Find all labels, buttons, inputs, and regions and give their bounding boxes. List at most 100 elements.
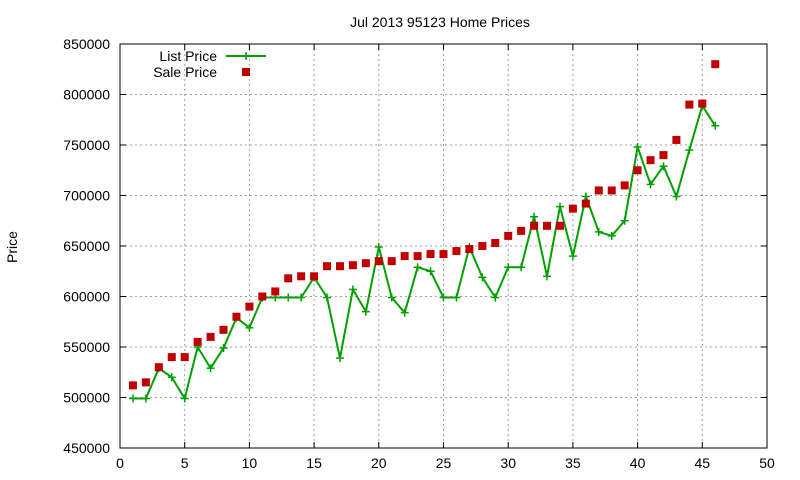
x-tick-label: 50 (759, 455, 775, 471)
x-tick-label: 5 (181, 455, 189, 471)
sale-price-point (491, 238, 500, 247)
sale-price-point (154, 363, 163, 372)
list-price-point (685, 146, 694, 155)
sale-price-point (180, 353, 189, 362)
list-price-point (361, 307, 370, 316)
sale-price-point (335, 262, 344, 271)
y-tick-label: 500000 (63, 390, 110, 406)
sale-price-point (478, 242, 487, 250)
sale-price-point (633, 166, 642, 175)
list-price-point (594, 227, 603, 236)
sale-price-point (452, 247, 461, 256)
y-tick-label: 450000 (63, 440, 110, 456)
list-price-line (132, 103, 717, 402)
sale-price-point (310, 272, 319, 281)
sale-price-point (232, 312, 241, 321)
sale-price-point (439, 250, 448, 259)
sale-price-point (543, 221, 552, 230)
list-price-point (219, 344, 228, 353)
list-price-point (335, 354, 344, 363)
sale-price-point (568, 204, 577, 213)
x-tick-label: 40 (630, 455, 646, 471)
sale-price-point (374, 257, 383, 266)
sale-price-point (271, 287, 280, 296)
list-price-point (348, 285, 357, 294)
list-price-point (374, 243, 383, 252)
list-price-point (128, 394, 137, 403)
list-price-point (167, 373, 176, 382)
sale-price-point (646, 156, 655, 165)
list-price-point (413, 263, 422, 272)
sale-price-point (258, 292, 267, 301)
x-tick-label: 35 (565, 455, 581, 471)
axes: 0 5 10 15 20 25 30 35 40 45 50 450000 500000 550000 60… (63, 36, 775, 471)
sale-price-point (167, 353, 176, 362)
list-price-point (568, 252, 577, 261)
sale-price-series (128, 60, 720, 390)
x-tick-label: 15 (306, 455, 322, 471)
list-price-point (620, 216, 629, 225)
x-tick-label: 30 (500, 455, 516, 471)
list-price-point (530, 212, 539, 221)
list-price-point (659, 162, 668, 171)
sale-price-point (284, 274, 293, 283)
list-price-point (180, 394, 189, 403)
sale-price-point (555, 221, 564, 230)
legend-item-list-price: List Price (159, 48, 266, 64)
sale-price-point (426, 250, 435, 259)
sale-price-point (504, 231, 513, 240)
sale-price-point (594, 186, 603, 195)
sale-price-point (219, 325, 228, 334)
sale-price-point (465, 245, 474, 254)
sale-price-point (193, 337, 202, 346)
list-price-point (478, 273, 487, 282)
y-tick-label: 600000 (63, 289, 110, 305)
sale-price-point (620, 181, 629, 190)
y-tick-label: 800000 (63, 87, 110, 103)
sale-price-point (400, 252, 409, 261)
y-tick-label: 550000 (63, 339, 110, 355)
list-price-point (633, 143, 642, 152)
sale-price-point (581, 199, 590, 208)
list-price-point (284, 293, 293, 302)
list-price-series (128, 101, 720, 403)
list-price-point (711, 121, 720, 130)
legend-label: Sale Price (153, 64, 217, 80)
legend-label: List Price (159, 48, 217, 64)
y-tick-label: 750000 (63, 137, 110, 153)
sale-price-point (206, 332, 215, 341)
list-price-point (297, 293, 306, 302)
sale-price-point (361, 259, 370, 268)
list-price-point (141, 394, 150, 403)
sale-price-point (128, 381, 137, 390)
sale-price-point (698, 99, 707, 108)
sale-price-point (245, 302, 254, 311)
list-price-point (517, 263, 526, 272)
sale-price-point (711, 60, 720, 69)
sale-price-point (387, 257, 396, 266)
list-price-point (504, 263, 513, 272)
list-price-point (439, 293, 448, 302)
y-tick-label: 700000 (63, 188, 110, 204)
list-price-point (672, 192, 681, 201)
grid (120, 44, 767, 448)
sale-price-point (672, 135, 681, 144)
y-tick-label: 850000 (63, 36, 110, 52)
sale-price-point (685, 100, 694, 109)
legend-square-swatch (242, 68, 250, 76)
sale-price-point (530, 221, 539, 230)
sale-price-point (323, 262, 332, 271)
sale-price-point (517, 226, 526, 235)
list-price-point (607, 231, 616, 240)
list-price-point (206, 364, 215, 373)
sale-price-point (141, 378, 150, 387)
sale-price-point (413, 252, 422, 261)
legend-cross-swatch (242, 52, 250, 60)
series (128, 60, 720, 403)
x-tick-label: 45 (695, 455, 711, 471)
sale-price-point (659, 151, 668, 160)
x-tick-label: 25 (436, 455, 452, 471)
x-tick-label: 10 (242, 455, 258, 471)
